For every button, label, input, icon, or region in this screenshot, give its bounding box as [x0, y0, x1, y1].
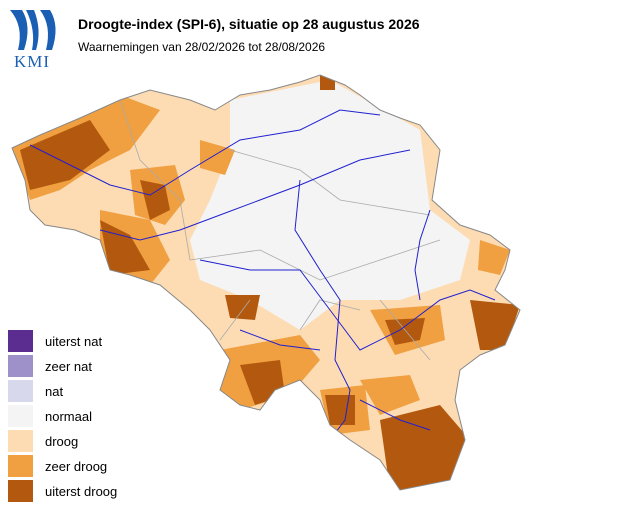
- country-border: [11, 74, 521, 491]
- region: [320, 75, 335, 90]
- legend-label: zeer nat: [45, 359, 92, 374]
- legend-swatch: [8, 330, 33, 352]
- region: [20, 120, 110, 190]
- legend-label: normaal: [45, 409, 92, 424]
- region: [478, 240, 510, 275]
- legend-swatch: [8, 380, 33, 402]
- logo-mark: [10, 10, 56, 50]
- rivers: [29, 109, 496, 441]
- legend-swatch: [8, 430, 33, 452]
- region: [470, 300, 520, 350]
- subtitle: Waarnemingen van 28/02/2026 tot 28/08/20…: [78, 40, 326, 54]
- map: [11, 74, 521, 491]
- region: [325, 395, 355, 425]
- region: [225, 295, 260, 320]
- legend-label: uiterst nat: [45, 334, 103, 349]
- region: [190, 80, 470, 330]
- region: [360, 375, 420, 415]
- logo-text: KMI: [13, 52, 51, 71]
- legend-swatch: [8, 405, 33, 427]
- legend-swatch: [8, 455, 33, 477]
- legend-label: nat: [45, 384, 64, 399]
- legend-label: zeer droog: [45, 459, 108, 474]
- region: [385, 318, 425, 345]
- region: [140, 180, 170, 220]
- legend-label: droog: [45, 434, 79, 449]
- region: [100, 220, 150, 275]
- spi-regions: [12, 75, 520, 490]
- region: [380, 405, 470, 490]
- legend-label: uiterst droog: [45, 484, 118, 499]
- province-borders: [119, 99, 441, 361]
- logo: [6, 6, 62, 72]
- legend-swatch: [8, 355, 33, 377]
- title: Droogte-index (SPI-6), situatie op 28 au…: [78, 16, 420, 32]
- legend-swatch: [8, 480, 33, 502]
